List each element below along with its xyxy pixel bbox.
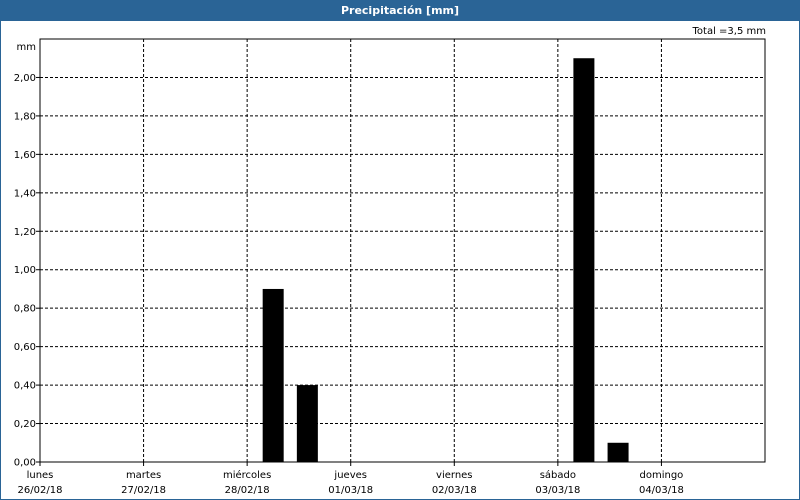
y-tick-label: 0,40: [14, 381, 36, 392]
precip-bar: [296, 385, 318, 462]
grid-lines: [40, 39, 765, 462]
total-label: Total =3,5 mm: [692, 26, 766, 37]
plot-area: [39, 38, 766, 463]
x-tick-date: 26/02/18: [18, 485, 63, 496]
x-axis: lunes 26/02/18 martes 27/02/18 miércoles 28/0…: [18, 462, 684, 496]
x-tick-day: sábado: [540, 469, 576, 481]
precip-bar: [573, 58, 595, 463]
x-tick-day: miércoles: [223, 469, 271, 481]
y-tick-label: 0,20: [14, 419, 36, 430]
x-tick-day: lunes: [27, 470, 54, 481]
y-tick-label: 0,60: [14, 342, 36, 353]
x-tick-date: 02/03/18: [432, 485, 477, 496]
chart-title: Precipitación [mm]: [1, 1, 799, 21]
y-axis: 0,00 0,20 0,40 0,60 0,80 1,00 1,20 1,40 1,60 1,80…: [14, 73, 40, 469]
x-tick-day: viernes: [436, 470, 472, 481]
x-tick-date: 04/03/18: [639, 485, 684, 496]
x-tick-date: 03/03/18: [535, 485, 580, 496]
x-tick-day: martes: [126, 470, 161, 481]
y-tick-label: 0,80: [14, 304, 36, 315]
bars: [262, 58, 629, 463]
y-tick-label: 2,00: [14, 73, 36, 84]
y-tick-label: 1,00: [14, 265, 36, 276]
precip-bar: [262, 288, 284, 462]
x-tick-date: 01/03/18: [328, 485, 373, 496]
y-tick-label: 0,00: [14, 458, 36, 469]
precip-bar: [607, 442, 629, 462]
y-axis-unit: mm: [17, 42, 36, 53]
y-tick-label: 1,40: [14, 188, 36, 199]
y-tick-label: 1,20: [14, 227, 36, 238]
x-tick-date: 27/02/18: [121, 485, 166, 496]
x-tick-day: domingo: [640, 470, 684, 481]
x-tick-date: 28/02/18: [225, 485, 270, 496]
y-tick-label: 1,60: [14, 150, 36, 161]
y-tick-label: 1,80: [14, 111, 36, 122]
x-tick-day: jueves: [333, 470, 367, 481]
